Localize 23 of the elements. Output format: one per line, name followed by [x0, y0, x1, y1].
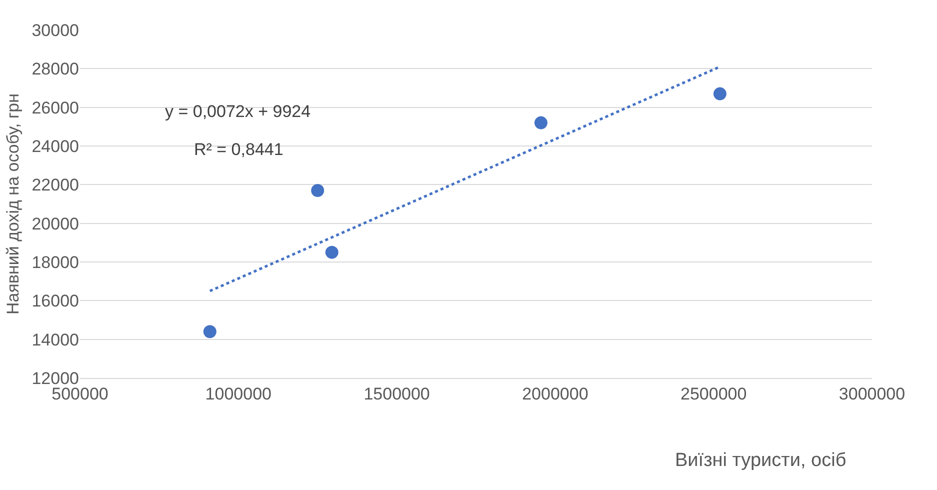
x-axis-title: Виїзні туристи, осіб — [675, 450, 846, 471]
x-tick-label: 1000000 — [205, 384, 272, 404]
point — [203, 325, 216, 338]
y-axis-title: Наявний дохід на особу, грн — [3, 94, 22, 314]
y-tick-label: 14000 — [32, 330, 79, 350]
y-tick-label: 24000 — [32, 136, 79, 156]
x-tick-label: 3000000 — [838, 384, 906, 404]
y-tick-label: 26000 — [32, 98, 79, 118]
point — [534, 116, 548, 130]
y-tick-label: 20000 — [32, 214, 79, 234]
y-tick-label: 22000 — [32, 176, 79, 195]
annotation: y = 0,0072x + 9924 — [165, 102, 311, 121]
point — [713, 87, 726, 100]
y-tick-label: 28000 — [32, 60, 79, 79]
x-tick-label: 2500000 — [680, 384, 747, 404]
x-tick-label: 1500000 — [364, 384, 430, 404]
point — [325, 246, 338, 259]
x-tick-label: 2000000 — [522, 384, 588, 404]
y-tick-label: 30000 — [32, 20, 79, 40]
point — [311, 184, 324, 197]
y-tick-label: 16000 — [32, 292, 79, 311]
annotation: R² = 0,8441 — [194, 140, 284, 159]
y-tick-label: 18000 — [32, 252, 79, 272]
